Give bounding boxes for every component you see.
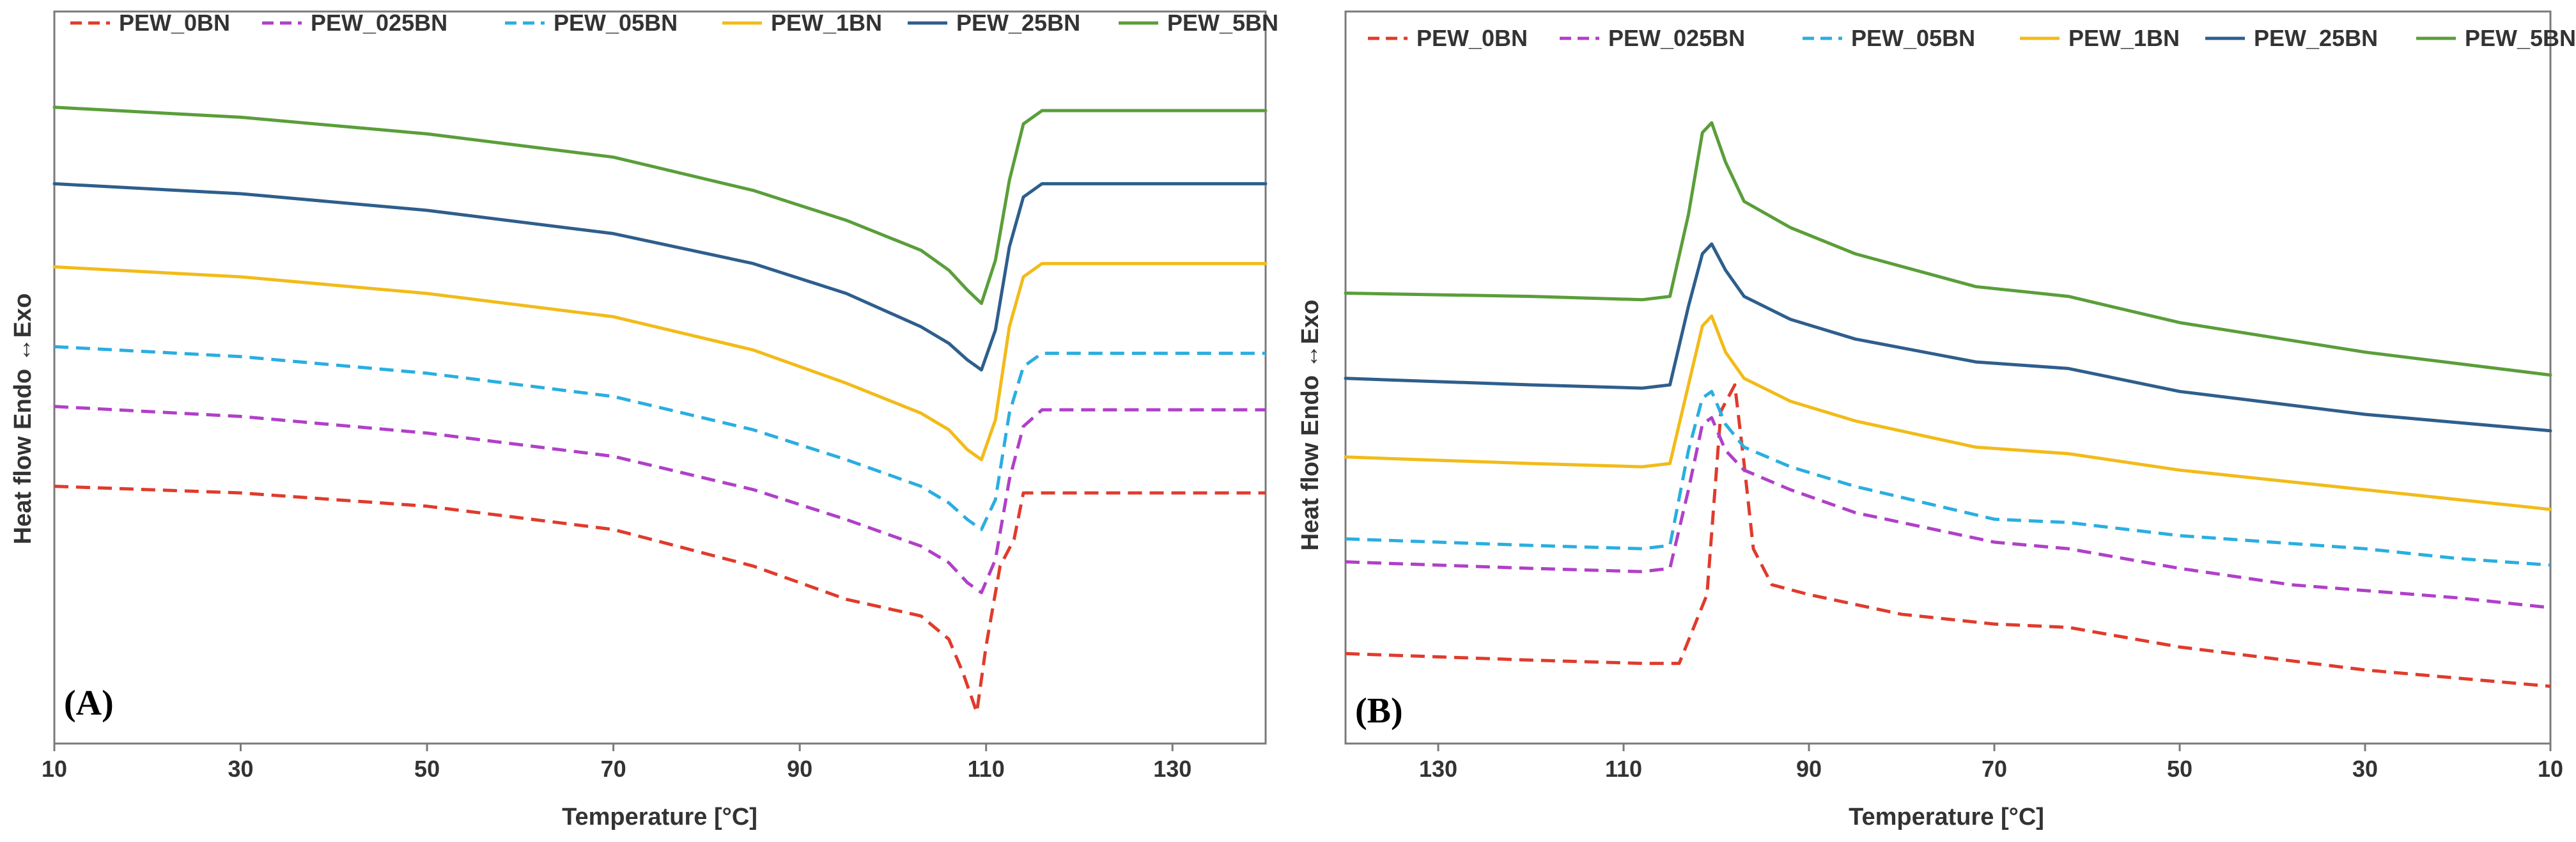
legend-item-pew_0bn: PEW_0BN: [1368, 25, 1528, 51]
series-line-pew_0bn: [54, 485, 1266, 714]
series-line-pew_25bn: [1344, 242, 2552, 433]
legend-label: PEW_025BN: [311, 10, 447, 36]
x-tick-label: 30: [228, 756, 254, 782]
legend-item-pew_25bn: PEW_25BN: [908, 10, 1080, 36]
series-layer: [52, 105, 1268, 714]
legend: PEW_0BN PEW_025BN PEW_05BN PEW_1BN PEW_25BN P…: [70, 10, 1278, 36]
legend-label: PEW_1BN: [771, 10, 882, 36]
series-line-pew_05bn: [1345, 389, 2551, 567]
x-axis-title: Temperature [°C]: [562, 804, 757, 830]
legend-item-pew_1bn: PEW_1BN: [722, 10, 882, 36]
y-axis-title: Heat flow Endo ↔Exo: [10, 293, 36, 545]
legend-label: PEW_05BN: [554, 10, 678, 36]
legend-item-pew_0bn: PEW_0BN: [70, 10, 230, 36]
legend-item-pew_05bn: PEW_05BN: [505, 10, 678, 36]
legend-label: PEW_0BN: [1416, 25, 1528, 51]
x-tick-label: 130: [1419, 756, 1457, 782]
series-line-pew_1bn: [52, 261, 1268, 462]
x-tick-label: 30: [2352, 756, 2378, 782]
chart-panel-b: PEW_0BN PEW_025BN PEW_05BN PEW_1BN PEW_25BN P…: [1297, 10, 2576, 830]
series-line-pew_0bn: [1345, 383, 2551, 688]
series-line-pew_025bn: [1345, 416, 2551, 609]
x-tick-label: 70: [601, 756, 626, 782]
legend-label: PEW_1BN: [2068, 25, 2180, 51]
series-line-pew_05bn: [54, 345, 1266, 531]
x-tick-label: 10: [42, 756, 67, 782]
y-axis-title: Heat flow Endo ↔Exo: [1297, 300, 1324, 551]
legend: PEW_0BN PEW_025BN PEW_05BN PEW_1BN PEW_25BN P…: [1368, 25, 2576, 51]
x-tick-label: 110: [968, 756, 1005, 782]
legend-item-pew_5bn: PEW_5BN: [1119, 10, 1278, 36]
legend-item-pew_05bn: PEW_05BN: [1803, 25, 1975, 51]
legend-item-pew_5bn: PEW_5BN: [2416, 25, 2576, 51]
legend-label: PEW_25BN: [956, 10, 1080, 36]
x-tick-label: 70: [1982, 756, 2007, 782]
plot-area-frame: [53, 10, 1267, 745]
x-tick-label: 10: [2538, 756, 2563, 782]
series-line-pew_5bn: [1344, 121, 2552, 377]
x-axis-ticks: 130 110 90 70 50 30 10: [1419, 744, 2563, 782]
x-tick-label: 130: [1153, 756, 1191, 782]
series-line-pew_1bn: [1344, 314, 2552, 511]
x-axis-title: Temperature [°C]: [1849, 804, 2044, 830]
legend-label: PEW_5BN: [1167, 10, 1278, 36]
chart-panel-a: PEW_0BN PEW_025BN PEW_05BN PEW_1BN PEW_25BN P…: [10, 10, 1278, 830]
legend-label: PEW_0BN: [119, 10, 230, 36]
panel-label: (B): [1355, 691, 1403, 731]
legend-item-pew_025bn: PEW_025BN: [1560, 25, 1745, 51]
series-line-pew_5bn: [52, 105, 1268, 306]
x-tick-label: 90: [1796, 756, 1822, 782]
x-tick-label: 90: [787, 756, 812, 782]
legend-item-pew_25bn: PEW_25BN: [2205, 25, 2378, 51]
legend-item-pew_025bn: PEW_025BN: [262, 10, 447, 36]
legend-item-pew_1bn: PEW_1BN: [2020, 25, 2180, 51]
legend-label: PEW_25BN: [2254, 25, 2378, 51]
legend-label: PEW_025BN: [1608, 25, 1745, 51]
legend-label: PEW_05BN: [1851, 25, 1975, 51]
series-line-pew_025bn: [54, 405, 1266, 595]
series-line-pew_25bn: [52, 182, 1268, 372]
x-tick-label: 50: [2167, 756, 2192, 782]
legend-label: PEW_5BN: [2465, 25, 2576, 51]
panel-label: (A): [64, 683, 114, 723]
series-layer: [1344, 121, 2552, 688]
x-axis-ticks: 10 30 50 70 90 110 130: [42, 744, 1191, 782]
x-tick-label: 50: [414, 756, 440, 782]
x-tick-label: 110: [1605, 756, 1642, 782]
